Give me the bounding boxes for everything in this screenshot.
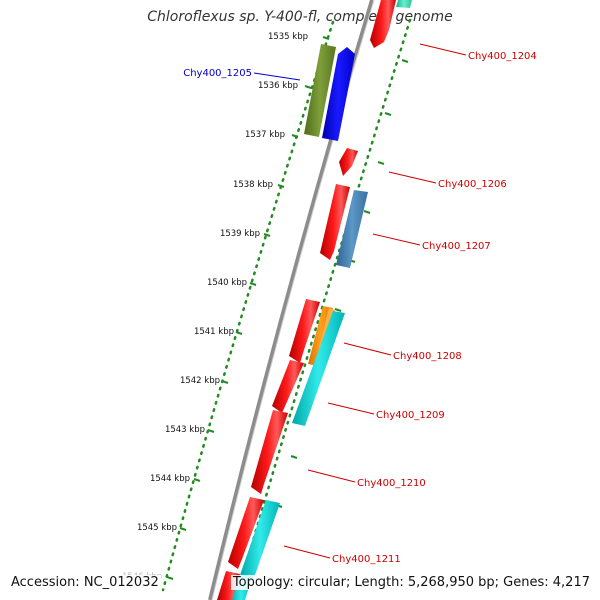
scale-label: 1540 kbp: [207, 278, 247, 288]
gene-arrow-forward[interactable]: [320, 184, 350, 260]
gene-arrow-forward[interactable]: [339, 148, 358, 176]
leader-line: [343, 342, 392, 356]
inner-dotted-ring: [161, 20, 335, 592]
scale-label: 1542 kbp: [180, 376, 220, 386]
inner-ring-ticks: [166, 36, 330, 580]
gene-arrow-forward[interactable]: [370, 0, 396, 48]
label-leaders: [253, 43, 467, 559]
leader-line: [388, 171, 437, 184]
leader-line: [419, 43, 467, 56]
leader-line: [327, 402, 375, 415]
feature-block-cyan[interactable]: [240, 500, 280, 578]
gene-arrow-forward[interactable]: [289, 299, 320, 363]
gene-label[interactable]: Chy400_1204: [468, 51, 537, 62]
feature-block-olive[interactable]: [304, 44, 336, 137]
feature-block-steel[interactable]: [336, 190, 368, 268]
gene-label[interactable]: Chy400_1205: [183, 68, 252, 79]
scale-label: 1537 kbp: [245, 130, 285, 140]
scale-label: 1536 kbp: [258, 81, 298, 91]
gene-label[interactable]: Chy400_1210: [357, 478, 426, 489]
leader-line: [307, 469, 356, 483]
gene-labels: Chy400_1204 Chy400_1205 Chy400_1206 Chy4…: [183, 51, 537, 565]
accession-text: Accession: NC_012032: [9, 575, 161, 590]
scale-label: 1541 kbp: [194, 327, 234, 337]
genome-summary-text: Topology: circular; Length: 5,268,950 bp…: [230, 575, 592, 590]
gene-label[interactable]: Chy400_1209: [376, 410, 445, 421]
feature-block-cyan[interactable]: [292, 311, 345, 426]
leader-line: [253, 72, 301, 81]
scale-label: 1543 kbp: [165, 425, 205, 435]
scale-labels: 1535 kbp 1536 kbp 1537 kbp 1538 kbp 1539…: [122, 32, 308, 582]
scale-label: 1538 kbp: [233, 180, 273, 190]
gene-arrow-reverse[interactable]: [322, 47, 355, 141]
leader-line: [372, 233, 421, 246]
outer-dotted-ring: [236, 18, 412, 594]
gene-arrow-forward[interactable]: [251, 410, 288, 494]
genome-backbone-highlight: [211, 0, 375, 600]
leader-line: [283, 545, 331, 559]
scale-label: 1539 kbp: [220, 229, 260, 239]
gene-arrows: [217, 0, 396, 600]
feature-block-teal[interactable]: [396, 0, 412, 8]
gene-arrow-forward[interactable]: [272, 360, 304, 413]
scale-label: 1544 kbp: [150, 474, 190, 484]
gene-arrow-forward[interactable]: [228, 497, 264, 569]
gene-label[interactable]: Chy400_1208: [393, 351, 462, 362]
cog-features: [230, 0, 412, 600]
map-footer: Accession: NC_012032 Topology: circular;…: [0, 573, 600, 595]
scale-label: 1545 kbp: [137, 523, 177, 533]
gene-label[interactable]: Chy400_1211: [332, 554, 401, 565]
outer-ring-ticks: [275, 59, 409, 508]
gene-label[interactable]: Chy400_1206: [438, 179, 507, 190]
gene-label[interactable]: Chy400_1207: [422, 241, 491, 252]
scale-label: 1535 kbp: [268, 32, 308, 42]
